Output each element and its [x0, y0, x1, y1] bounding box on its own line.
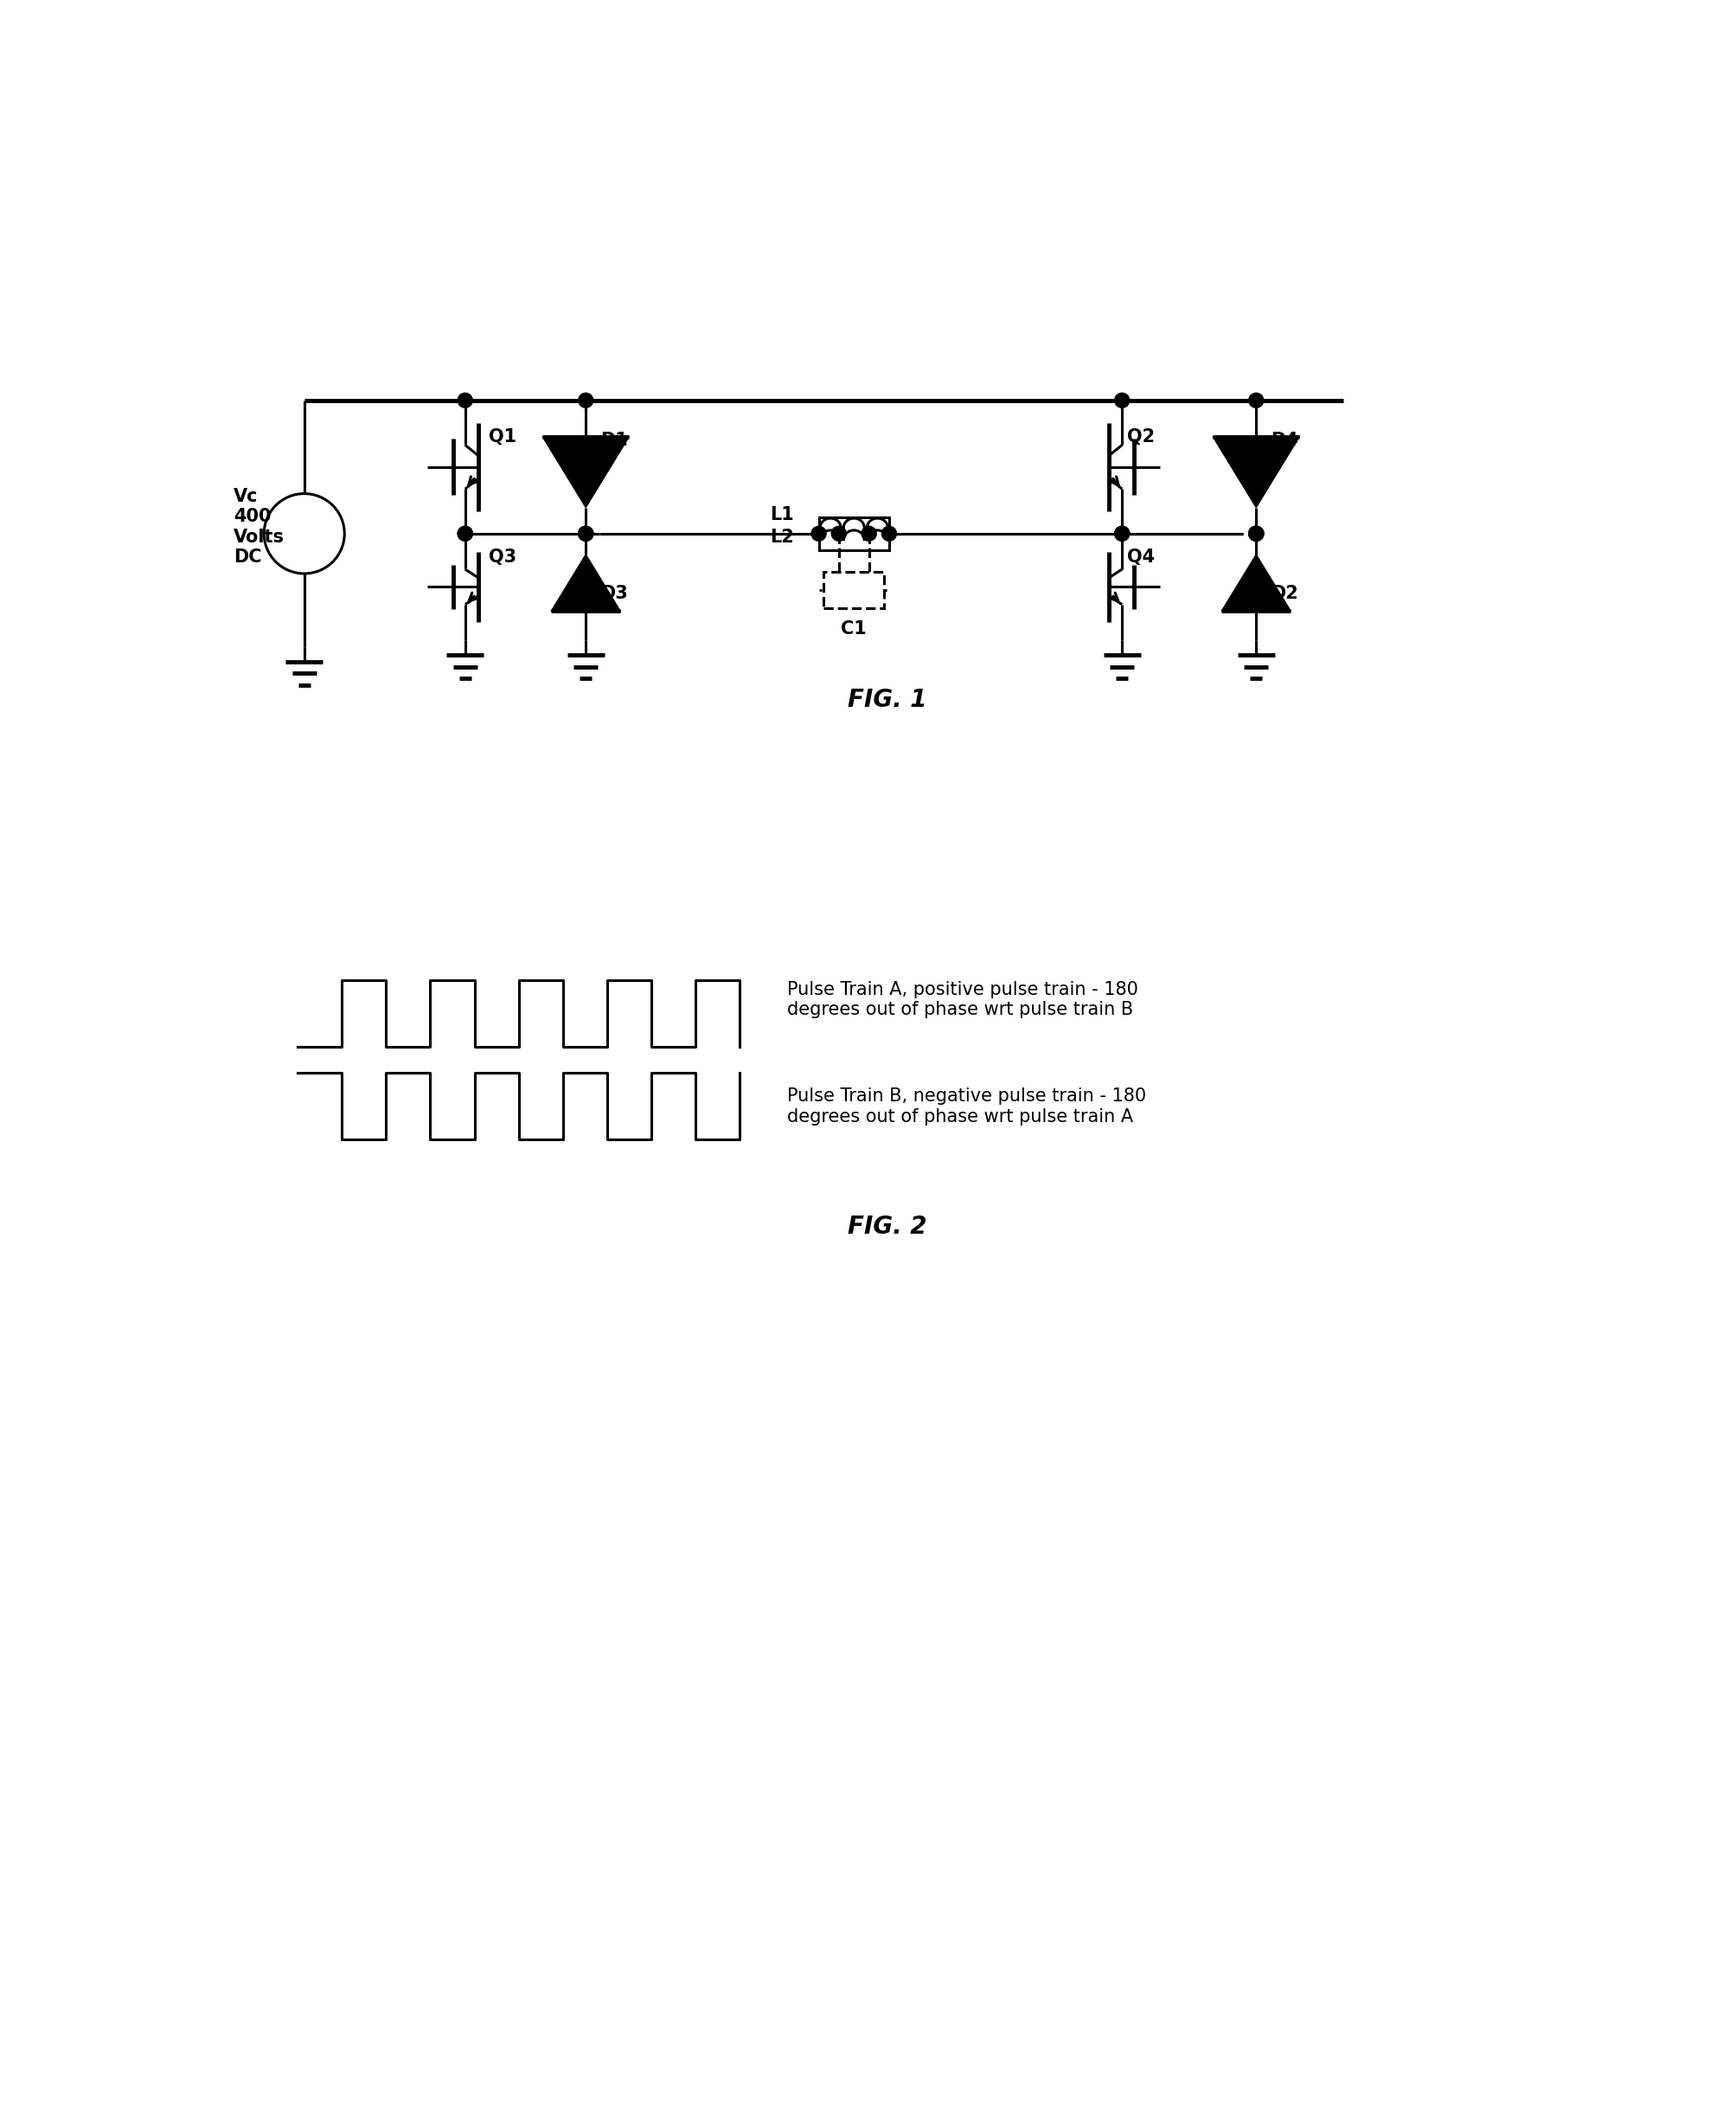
Circle shape — [861, 526, 877, 541]
Circle shape — [578, 393, 594, 408]
Polygon shape — [1212, 438, 1299, 507]
Polygon shape — [1220, 555, 1290, 610]
Text: D2: D2 — [1271, 585, 1299, 602]
Circle shape — [1115, 393, 1128, 408]
Circle shape — [1248, 393, 1262, 408]
Text: D3: D3 — [601, 585, 628, 602]
Text: Q3: Q3 — [488, 549, 516, 566]
Circle shape — [1248, 526, 1262, 541]
Text: Pulse Train A, positive pulse train - 180
degrees out of phase wrt pulse train B: Pulse Train A, positive pulse train - 18… — [786, 980, 1137, 1018]
Circle shape — [1248, 526, 1262, 541]
Circle shape — [1115, 526, 1128, 541]
Circle shape — [1115, 526, 1128, 541]
Text: Q4: Q4 — [1127, 549, 1154, 566]
Text: FIG. 1: FIG. 1 — [847, 688, 927, 713]
Polygon shape — [542, 438, 628, 507]
Circle shape — [1248, 526, 1262, 541]
Circle shape — [578, 526, 594, 541]
Circle shape — [882, 526, 896, 541]
Circle shape — [1248, 526, 1262, 541]
Polygon shape — [550, 555, 620, 610]
Bar — [823, 572, 884, 608]
Text: Pulse Train B, negative pulse train - 180
degrees out of phase wrt pulse train A: Pulse Train B, negative pulse train - 18… — [786, 1088, 1146, 1126]
Bar — [818, 518, 889, 551]
Text: L2: L2 — [769, 528, 793, 545]
Circle shape — [458, 526, 472, 541]
Circle shape — [578, 526, 594, 541]
Text: Q2: Q2 — [1127, 429, 1154, 446]
Text: D1: D1 — [601, 431, 628, 448]
Circle shape — [832, 526, 845, 541]
Text: C1: C1 — [840, 621, 866, 638]
Circle shape — [811, 526, 826, 541]
Circle shape — [458, 526, 472, 541]
Text: Q1: Q1 — [488, 429, 516, 446]
Circle shape — [578, 526, 594, 541]
Text: FIG. 2: FIG. 2 — [847, 1214, 927, 1239]
Circle shape — [458, 393, 472, 408]
Text: L1: L1 — [769, 507, 793, 524]
Text: D4: D4 — [1271, 431, 1299, 448]
Text: Vc
400
Volts
DC: Vc 400 Volts DC — [234, 488, 285, 566]
